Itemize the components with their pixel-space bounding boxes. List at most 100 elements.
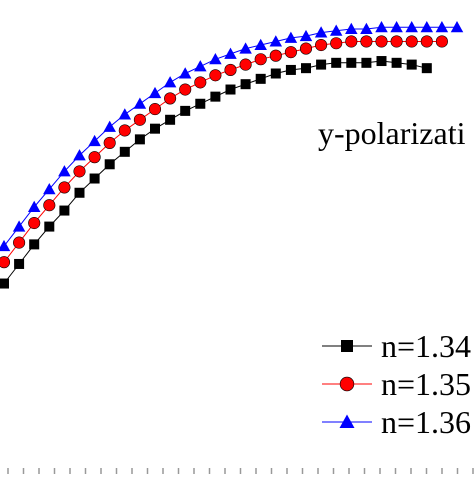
data-point-n-1-34 (391, 57, 402, 68)
data-point-n-1-35 (103, 136, 116, 149)
data-point-n-1-36 (194, 60, 207, 72)
data-point-n-1-34 (316, 59, 327, 70)
data-point-n-1-36 (269, 35, 283, 47)
data-point-n-1-34 (150, 123, 160, 134)
data-point-n-1-34 (44, 221, 55, 232)
data-point-n-1-36 (163, 76, 177, 88)
legend-entry-n-1-34: n=1.34 (322, 328, 471, 364)
data-point-n-1-34 (210, 91, 221, 102)
data-point-n-1-35 (0, 256, 11, 269)
data-point-n-1-34 (89, 173, 100, 184)
data-point-n-1-34 (165, 114, 176, 125)
data-point-n-1-35 (28, 216, 41, 230)
data-point-n-1-36 (224, 47, 237, 59)
data-point-n-1-34 (346, 57, 357, 68)
data-point-n-1-36 (133, 97, 147, 109)
data-point-n-1-34 (255, 73, 266, 84)
data-point-n-1-34 (119, 146, 130, 157)
data-point-n-1-35 (360, 35, 373, 48)
data-point-n-1-34 (195, 98, 206, 109)
data-point-n-1-36 (375, 20, 388, 33)
annotation-text: y-polarizati (318, 115, 466, 151)
data-point-n-1-34 (104, 159, 115, 170)
data-point-n-1-34 (285, 64, 296, 75)
data-point-n-1-36 (239, 42, 252, 54)
legend-entry-n-1-36: n=1.36 (322, 404, 471, 440)
data-point-n-1-34 (0, 278, 9, 289)
data-point-n-1-36 (450, 20, 464, 33)
data-point-n-1-35 (390, 35, 403, 48)
data-point-n-1-35 (209, 69, 222, 82)
data-point-n-1-34 (180, 105, 191, 116)
data-point-n-1-35 (118, 124, 131, 137)
series-n-1-35 (0, 35, 448, 269)
data-point-n-1-35 (179, 83, 192, 96)
data-point-n-1-35 (73, 165, 86, 178)
data-point-n-1-34 (376, 56, 387, 67)
data-point-n-1-36 (390, 20, 403, 33)
data-point-n-1-36 (103, 120, 116, 132)
data-point-n-1-36 (360, 22, 373, 34)
data-point-n-1-36 (345, 22, 358, 34)
data-point-n-1-34 (421, 63, 432, 74)
data-point-n-1-36 (254, 38, 267, 51)
data-point-n-1-36 (435, 20, 449, 33)
data-point-n-1-35 (13, 236, 26, 249)
legend-marker-n-1-35 (339, 376, 355, 392)
data-point-n-1-35 (435, 35, 448, 48)
data-point-n-1-34 (59, 205, 70, 216)
data-point-n-1-36 (148, 86, 162, 99)
data-point-n-1-34 (270, 68, 281, 79)
data-point-n-1-36 (27, 200, 41, 212)
data-point-n-1-34 (134, 134, 145, 145)
data-point-n-1-35 (420, 35, 433, 48)
series-n-1-36 (0, 20, 464, 252)
data-point-n-1-34 (331, 57, 342, 68)
data-point-n-1-35 (224, 63, 237, 76)
data-point-n-1-35 (330, 37, 343, 50)
data-point-n-1-34 (225, 84, 236, 95)
data-point-n-1-36 (178, 67, 192, 79)
data-point-n-1-36 (209, 53, 222, 65)
data-point-n-1-36 (329, 24, 343, 36)
data-point-n-1-36 (43, 182, 56, 195)
legend-marker-n-1-36 (339, 414, 355, 428)
x-axis-ticks (7, 468, 474, 474)
data-point-n-1-36 (420, 20, 434, 33)
data-point-n-1-35 (194, 76, 207, 89)
data-point-n-1-34 (301, 63, 311, 74)
data-point-n-1-36 (58, 165, 71, 177)
data-point-n-1-35 (405, 35, 418, 48)
data-point-n-1-35 (284, 46, 297, 59)
data-point-n-1-35 (299, 42, 313, 55)
data-point-n-1-35 (345, 35, 358, 48)
data-point-n-1-35 (58, 181, 71, 194)
data-point-n-1-34 (406, 59, 417, 70)
legend-label-n-1-36: n=1.36 (381, 404, 471, 440)
series-n-1-34 (0, 56, 432, 289)
data-point-n-1-36 (299, 29, 313, 42)
data-point-n-1-36 (405, 20, 418, 33)
data-point-n-1-35 (239, 58, 252, 71)
data-point-n-1-36 (0, 239, 11, 252)
data-point-n-1-34 (29, 239, 40, 250)
data-point-n-1-36 (73, 149, 86, 161)
data-point-n-1-35 (269, 49, 282, 62)
legend-marker-n-1-34 (341, 340, 353, 352)
data-point-n-1-35 (88, 151, 101, 164)
data-point-n-1-36 (88, 134, 101, 147)
data-point-n-1-35 (375, 35, 388, 48)
data-point-n-1-35 (164, 92, 177, 105)
legend: n=1.34n=1.35n=1.36 (322, 328, 471, 440)
legend-label-n-1-35: n=1.35 (381, 366, 471, 402)
data-point-n-1-36 (314, 26, 328, 38)
data-point-n-1-35 (133, 113, 146, 126)
data-point-n-1-35 (148, 103, 162, 116)
data-point-n-1-34 (361, 57, 372, 68)
data-point-n-1-34 (14, 258, 25, 269)
series-layer (0, 20, 464, 289)
data-point-n-1-34 (74, 187, 85, 198)
